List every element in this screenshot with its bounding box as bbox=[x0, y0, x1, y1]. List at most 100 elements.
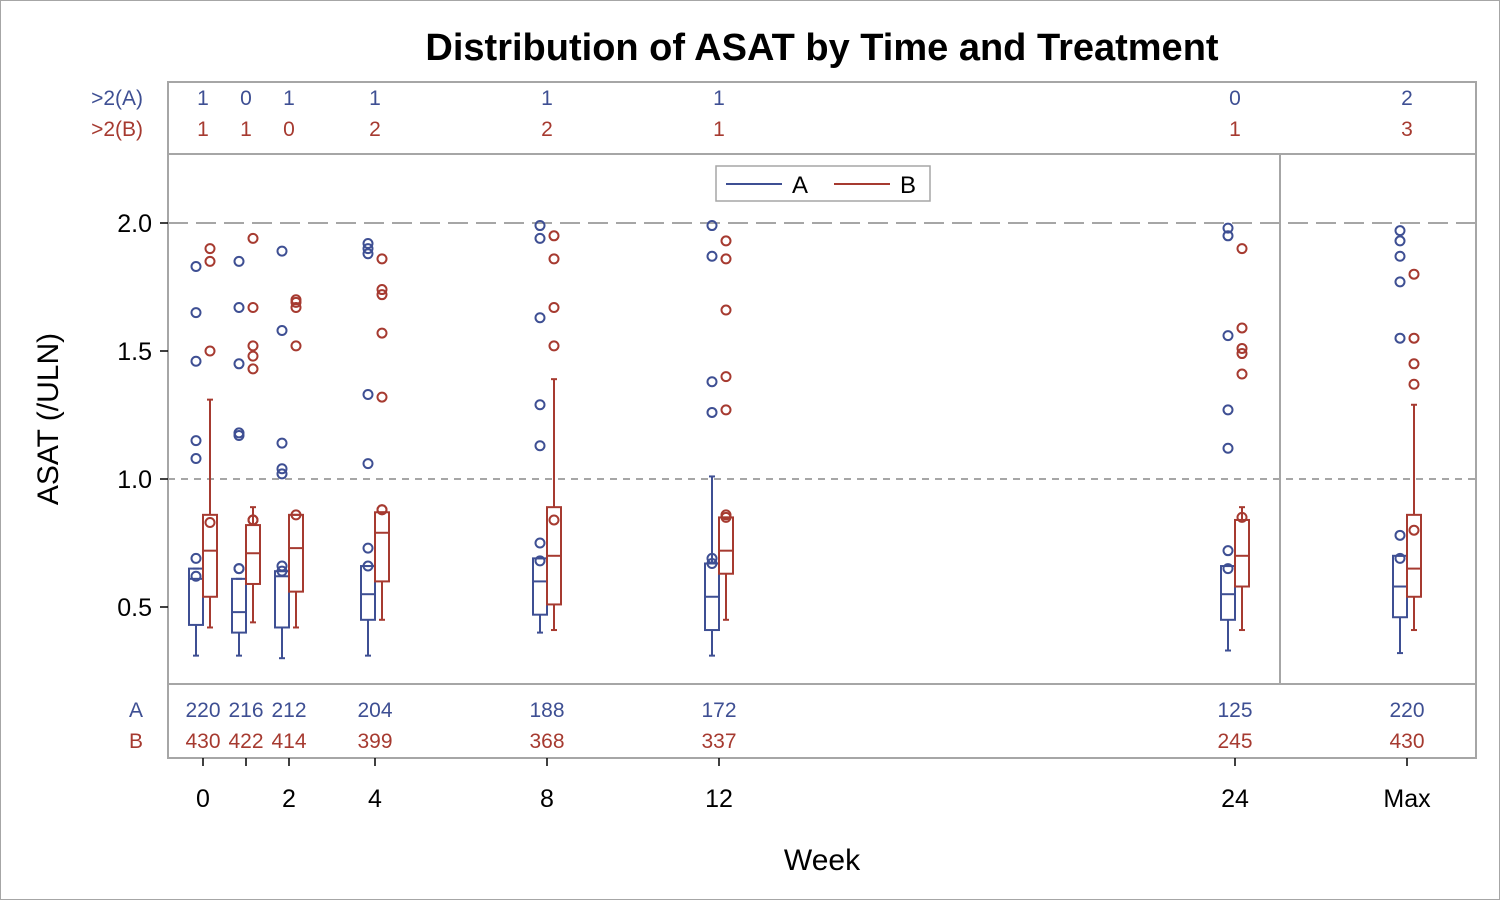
mean-marker bbox=[1394, 552, 1406, 564]
box-A-Max bbox=[1392, 225, 1408, 655]
box-A-2 bbox=[274, 245, 290, 660]
plot-frame bbox=[167, 81, 1477, 759]
mean-marker bbox=[190, 570, 202, 582]
box-A-8 bbox=[532, 220, 548, 634]
outlier-point bbox=[247, 301, 259, 313]
outlier-point bbox=[247, 350, 259, 362]
outlier-point bbox=[190, 453, 202, 465]
outlier-point bbox=[548, 230, 560, 242]
box-B-0 bbox=[202, 243, 218, 629]
top-table-cell: 2 bbox=[541, 118, 553, 141]
outlier-point bbox=[247, 232, 259, 244]
top-table-cell: 1 bbox=[541, 87, 553, 110]
box-body bbox=[1220, 565, 1236, 621]
top-table-cell: 1 bbox=[713, 118, 725, 141]
outlier-point bbox=[233, 563, 245, 575]
bottom-table-cell: 188 bbox=[529, 699, 564, 722]
box-body bbox=[718, 516, 734, 575]
top-table-cell: 1 bbox=[283, 87, 295, 110]
chart-title: Distribution of ASAT by Time and Treatme… bbox=[425, 27, 1218, 69]
outlier-point bbox=[362, 458, 374, 470]
outlier-point bbox=[247, 363, 259, 375]
outlier-point bbox=[1408, 378, 1420, 390]
outlier-point bbox=[276, 325, 288, 337]
bottom-table-cell: 337 bbox=[701, 730, 736, 753]
y-axis: 0.5 1.0 1.5 2.0 bbox=[117, 210, 168, 622]
outlier-point bbox=[204, 255, 216, 267]
top-table-cell: 2 bbox=[369, 118, 381, 141]
mean-marker bbox=[1222, 563, 1234, 575]
bottom-table-cell: 216 bbox=[228, 699, 263, 722]
top-table-cell: 1 bbox=[240, 118, 252, 141]
y-tick-label: 2.0 bbox=[117, 210, 152, 238]
box-A-24 bbox=[1220, 222, 1236, 652]
outlier-point bbox=[720, 253, 732, 265]
legend-label-A: A bbox=[792, 172, 808, 199]
mean-marker bbox=[548, 514, 560, 526]
outlier-point bbox=[376, 253, 388, 265]
top-table-cell: 1 bbox=[1229, 118, 1241, 141]
outlier-point bbox=[534, 312, 546, 324]
top-count-table: >2(A) 1 0 1 1 1 1 0 2 >2(B) 1 1 0 2 2 1 1 3 bbox=[91, 87, 1413, 141]
mean-marker bbox=[706, 557, 718, 569]
box-body bbox=[1234, 518, 1250, 588]
outlier-point bbox=[1408, 332, 1420, 344]
mean-marker bbox=[534, 555, 546, 567]
outlier-point bbox=[548, 253, 560, 265]
reference-lines bbox=[168, 222, 1476, 480]
mean-marker bbox=[362, 560, 374, 572]
top-table-cell: 2 bbox=[1401, 87, 1413, 110]
box-B-1 bbox=[245, 232, 261, 624]
x-tick-label: 24 bbox=[1221, 785, 1249, 813]
top-table-cell: 1 bbox=[713, 87, 725, 110]
outlier-point bbox=[276, 468, 288, 480]
box-body bbox=[288, 513, 304, 593]
box-B-Max bbox=[1406, 268, 1422, 632]
outlier-point bbox=[247, 340, 259, 352]
outlier-point bbox=[276, 463, 288, 475]
outlier-point bbox=[233, 427, 245, 439]
outlier-point bbox=[190, 552, 202, 564]
outlier-point bbox=[1222, 330, 1234, 342]
outlier-point bbox=[720, 404, 732, 416]
box-A-0 bbox=[188, 261, 204, 657]
outlier-point bbox=[204, 345, 216, 357]
outlier-point bbox=[376, 284, 388, 296]
bottom-table-cell: 212 bbox=[271, 699, 306, 722]
box-body bbox=[374, 511, 390, 583]
outlier-point bbox=[1236, 243, 1248, 255]
outlier-point bbox=[1236, 322, 1248, 334]
mean-marker bbox=[1236, 511, 1248, 523]
y-tick-label: 0.5 bbox=[117, 594, 152, 622]
bottom-table-row-label: A bbox=[129, 699, 143, 722]
outlier-point bbox=[276, 437, 288, 449]
top-table-row-label: >2(A) bbox=[91, 87, 143, 110]
x-tick-label: 4 bbox=[368, 785, 382, 813]
outlier-point bbox=[376, 289, 388, 301]
bottom-table-cell: 368 bbox=[529, 730, 564, 753]
top-table-cell: 1 bbox=[197, 87, 209, 110]
mean-marker bbox=[204, 517, 216, 529]
outlier-point bbox=[190, 307, 202, 319]
outlier-point bbox=[204, 243, 216, 255]
outlier-point bbox=[720, 304, 732, 316]
outlier-point bbox=[1236, 348, 1248, 360]
outlier-point bbox=[720, 509, 732, 521]
outlier-point bbox=[376, 504, 388, 516]
x-tick-label: 2 bbox=[282, 785, 296, 813]
mean-marker bbox=[290, 509, 302, 521]
bottom-table-cell: 399 bbox=[357, 730, 392, 753]
outlier-point bbox=[548, 301, 560, 313]
bottom-table-cell: 422 bbox=[228, 730, 263, 753]
bottom-table-cell: 172 bbox=[701, 699, 736, 722]
bottom-table-cell: 414 bbox=[271, 730, 306, 753]
box-body bbox=[202, 513, 218, 598]
x-axis: 0 2 4 8 12 24 Max bbox=[196, 758, 1431, 813]
bottom-table-cell: 125 bbox=[1217, 699, 1252, 722]
bottom-table-cell: 430 bbox=[1389, 730, 1424, 753]
outlier-point bbox=[362, 243, 374, 255]
top-table-row-label: >2(B) bbox=[91, 118, 143, 141]
outlier-point bbox=[1394, 235, 1406, 247]
y-tick-label: 1.5 bbox=[117, 338, 152, 366]
